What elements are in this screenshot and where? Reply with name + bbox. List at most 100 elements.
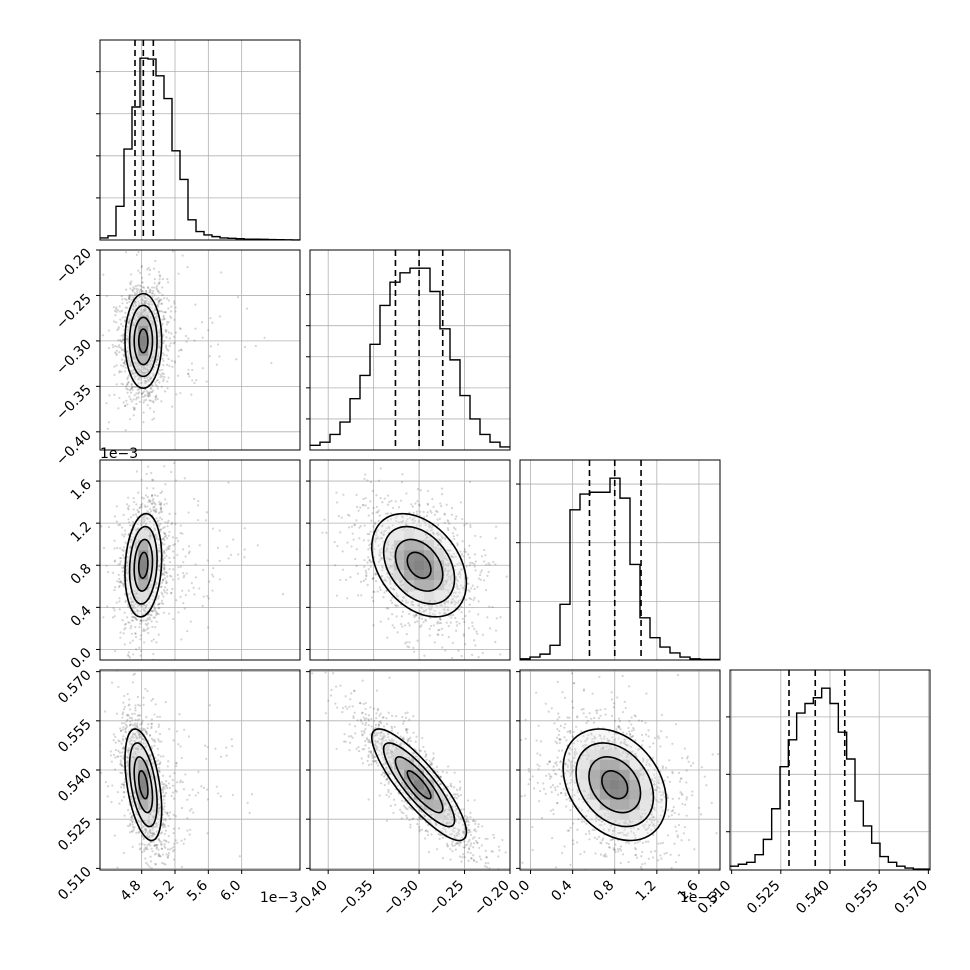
scatter-point bbox=[126, 506, 130, 510]
scatter-point bbox=[374, 538, 377, 542]
scatter-point bbox=[155, 535, 158, 538]
scatter-point bbox=[160, 501, 163, 505]
scatter-point bbox=[94, 322, 96, 324]
scatter-point bbox=[115, 364, 118, 367]
scatter-point bbox=[127, 651, 130, 654]
scatter-point bbox=[376, 537, 379, 541]
scatter-point bbox=[254, 344, 257, 348]
scatter-point bbox=[471, 621, 474, 624]
scatter-point bbox=[174, 522, 177, 525]
scatter-point bbox=[159, 340, 162, 343]
scatter-point bbox=[445, 600, 448, 603]
scatter-point bbox=[165, 354, 168, 357]
scatter-point bbox=[136, 284, 139, 287]
scatter-point bbox=[226, 545, 229, 548]
scatter-point bbox=[149, 583, 153, 587]
scatter-point bbox=[412, 595, 415, 598]
scatter-point bbox=[137, 382, 140, 385]
scatter-point bbox=[357, 509, 360, 512]
scatter-point bbox=[144, 494, 148, 497]
scatter-point bbox=[483, 560, 486, 563]
scatter-point bbox=[150, 639, 153, 643]
scatter-point bbox=[440, 603, 443, 606]
scatter-point bbox=[144, 522, 147, 525]
scatter-point bbox=[353, 523, 356, 526]
scatter-point bbox=[483, 548, 486, 552]
scatter-point bbox=[146, 393, 149, 396]
scatter-point bbox=[112, 607, 115, 610]
scatter-point bbox=[166, 320, 169, 324]
scatter-point bbox=[118, 344, 121, 347]
scatter-point bbox=[140, 605, 143, 609]
scatter-point bbox=[447, 528, 450, 532]
scatter-point bbox=[346, 597, 349, 600]
scatter-point bbox=[151, 609, 155, 613]
scatter-point bbox=[130, 624, 133, 628]
hist-bar bbox=[350, 399, 360, 450]
scatter-point bbox=[132, 369, 135, 372]
scatter-point bbox=[443, 513, 447, 516]
scatter-point bbox=[134, 706, 137, 710]
scatter-point bbox=[402, 596, 405, 599]
scatter-point bbox=[183, 477, 186, 480]
scatter-point bbox=[147, 310, 151, 313]
scatter-point bbox=[380, 532, 383, 535]
scatter-point bbox=[131, 311, 134, 315]
scatter-point bbox=[387, 494, 390, 497]
scatter-point bbox=[158, 282, 161, 285]
scatter-point bbox=[453, 564, 456, 568]
scatter-point bbox=[146, 527, 149, 530]
scatter-point bbox=[162, 559, 165, 562]
scatter-point bbox=[209, 317, 212, 320]
scatter-point bbox=[135, 545, 138, 548]
scatter-point bbox=[139, 313, 142, 316]
scatter-point bbox=[165, 323, 169, 326]
scatter-point bbox=[123, 628, 126, 631]
scatter-point bbox=[151, 295, 154, 299]
scatter-point bbox=[456, 542, 459, 545]
scatter-point bbox=[151, 502, 154, 505]
scatter-point bbox=[124, 404, 127, 407]
scatter-point bbox=[143, 301, 146, 304]
scatter-point bbox=[144, 527, 147, 530]
scatter-point bbox=[161, 357, 164, 360]
scatter-point bbox=[65, 615, 67, 617]
scatter-point bbox=[440, 505, 443, 508]
scatter-point bbox=[151, 594, 154, 597]
scatter-point bbox=[150, 377, 153, 380]
scatter-point bbox=[174, 310, 177, 313]
scatter-point bbox=[398, 506, 401, 509]
scatter-point bbox=[365, 575, 368, 578]
scatter-point bbox=[157, 305, 160, 308]
scatter-point bbox=[128, 524, 132, 527]
scatter-point bbox=[168, 727, 171, 731]
scatter-point bbox=[105, 294, 108, 298]
scatter-point bbox=[115, 321, 118, 324]
scatter-point bbox=[168, 364, 171, 367]
scatter-point bbox=[153, 616, 157, 619]
scatter-point bbox=[132, 497, 135, 500]
scatter-point bbox=[437, 629, 440, 632]
scatter-point bbox=[473, 565, 476, 568]
scatter-point bbox=[149, 507, 152, 511]
scatter-point bbox=[414, 613, 417, 616]
scatter-point bbox=[187, 337, 190, 340]
scatter-point bbox=[118, 346, 121, 349]
scatter-point bbox=[467, 627, 471, 630]
scatter-point bbox=[130, 372, 134, 375]
scatter-point bbox=[158, 291, 161, 295]
scatter-point bbox=[190, 393, 193, 396]
hist-bar bbox=[897, 866, 905, 870]
scatter-point bbox=[162, 379, 165, 383]
scatter-point bbox=[145, 377, 149, 380]
scatter-point bbox=[367, 568, 370, 571]
scatter-point bbox=[170, 592, 173, 595]
scatter-point bbox=[164, 792, 168, 795]
scatter-point bbox=[127, 317, 130, 321]
scatter-point bbox=[377, 479, 381, 482]
scatter-point bbox=[168, 344, 171, 347]
scatter-point bbox=[118, 581, 121, 584]
scatter-point bbox=[146, 496, 149, 499]
scatter-point bbox=[161, 352, 165, 355]
scatter-point bbox=[173, 915, 175, 917]
